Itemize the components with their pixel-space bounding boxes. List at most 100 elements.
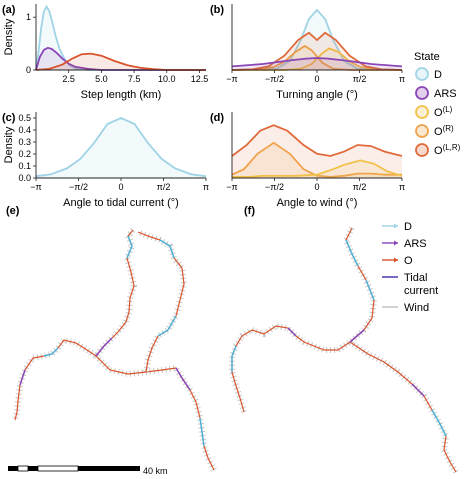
- panel-label-c: (c): [2, 112, 16, 124]
- track-e-main: [14, 229, 135, 421]
- y-tick-label: 0.5: [18, 113, 31, 123]
- series-area-ARS: [232, 58, 402, 70]
- x-tick-label: 10.0: [158, 74, 176, 84]
- scale-bar-segment: [78, 466, 140, 471]
- panel-d: −π −π/2 0 π/2 π Angle to wind (°) (d): [210, 112, 405, 209]
- x-tick-label: π: [399, 182, 405, 192]
- x-tick-label: π/2: [353, 182, 367, 192]
- legend-label-ARS: ARS: [434, 88, 457, 100]
- panel-label-b: (b): [210, 4, 224, 16]
- y-tick-label: 0.1: [18, 161, 31, 171]
- y-tick-label: 0: [26, 65, 31, 75]
- scale-bar-label: 40 km: [143, 466, 168, 476]
- track-legend-label-tidal: Tidal current: [404, 272, 438, 297]
- x-tick-label: −π: [30, 182, 41, 192]
- legend-label-OR: O(R): [434, 124, 454, 138]
- track-f-branch-wind-hatching: [348, 339, 459, 474]
- series-line-OLR: [231, 31, 403, 71]
- track-legend-label-wind: Wind: [404, 302, 429, 314]
- x-axis-label: Step length (km): [81, 89, 162, 101]
- series-line-D: [35, 4, 206, 71]
- x-tick-label: π: [203, 182, 209, 192]
- series-area-OL: [232, 160, 402, 178]
- series-area-OLR: [232, 32, 402, 70]
- x-tick-label: 12.5: [191, 74, 209, 84]
- series-line-ARS: [35, 46, 206, 71]
- panel-label-e: (e): [6, 205, 20, 217]
- x-axis-label: Angle to wind (°): [277, 197, 358, 209]
- track-f-d-segments: [231, 239, 447, 437]
- track-legend-label-D: D: [404, 221, 412, 233]
- panel-label-d: (d): [210, 112, 224, 124]
- series-line-OR: [231, 44, 402, 71]
- series-area-D: [36, 118, 206, 178]
- series-area-OLR: [232, 125, 402, 178]
- panel-b: −π −π/2 0 π/2 π Turning angle (°) (b): [210, 4, 405, 101]
- x-tick-label: 0: [118, 182, 123, 192]
- y-axis-label: Density: [3, 18, 15, 55]
- legend-swatch-OLR: [415, 143, 429, 157]
- legend-label-OLR: O(L,R): [434, 143, 461, 157]
- x-axis-label: Turning angle (°): [276, 89, 358, 101]
- series-line-OL: [232, 159, 403, 178]
- x-tick-label: 0: [314, 74, 319, 84]
- legend-swatch-ARS: [415, 86, 429, 100]
- x-axis-label: Angle to tidal current (°): [63, 197, 179, 209]
- scale-bar-segment: [28, 466, 38, 471]
- x-tick-label: −π/2: [69, 182, 88, 192]
- panel-a: 2.5 5.0 7.5 10.0 12.5 0 1 Step length (km) Densi…: [2, 4, 208, 101]
- series-area-O: [36, 53, 206, 70]
- track-e-ars-segments: [19, 337, 191, 391]
- series-line-OL: [232, 47, 403, 71]
- state-legend: State D ARS O(L) O(R) O(L,R): [414, 51, 461, 157]
- legend-swatch-D: [415, 67, 429, 81]
- track-panel-e: (e): [6, 205, 217, 472]
- series-line-OLR: [231, 124, 403, 157]
- scale-bar-segment: [8, 466, 18, 471]
- x-tick-label: 2.5: [62, 74, 75, 84]
- scale-bar-segment: [17, 465, 29, 472]
- panel-label-a: (a): [2, 4, 16, 16]
- x-tick-label: π: [399, 74, 405, 84]
- x-tick-label: −π/2: [265, 182, 284, 192]
- y-tick-label: 1: [26, 12, 31, 22]
- y-tick-label: 0.3: [18, 137, 31, 147]
- track-e-branch-wind-hatching: [93, 353, 217, 472]
- y-axis-label: Density: [3, 126, 15, 163]
- y-tick-label: 0.4: [18, 125, 31, 135]
- y-tick-label: 0.0: [18, 173, 31, 183]
- legend-label-D: D: [434, 69, 442, 81]
- track-e-upper-wind-hatching: [136, 229, 188, 373]
- x-tick-label: π/2: [353, 74, 367, 84]
- x-tick-label: 7.5: [128, 74, 141, 84]
- panel-label-f: (f): [244, 205, 255, 217]
- track-e-d-segments: [43, 235, 205, 447]
- x-tick-label: π/2: [157, 182, 171, 192]
- scale-bar: 40 km: [8, 465, 168, 476]
- track-f-ars-segments: [287, 327, 425, 397]
- legend-swatch-OR: [415, 124, 429, 138]
- track-f-branch: [349, 341, 457, 473]
- density-panels: 2.5 5.0 7.5 10.0 12.5 0 1 Step length (km) Densi…: [2, 4, 405, 209]
- series-line-O: [35, 52, 206, 71]
- track-panel-f: (f): [229, 205, 459, 474]
- track-e-wind-hatching: [12, 228, 138, 421]
- track-legend-arrow-D: [394, 223, 398, 229]
- legend-label-OL: O(L): [434, 105, 453, 119]
- series-line-D: [35, 117, 207, 178]
- track-legend-label-ARS: ARS: [404, 238, 427, 250]
- x-tick-label: 5.0: [95, 74, 108, 84]
- y-tick-label: 0.2: [18, 149, 31, 159]
- series-area-D: [36, 6, 206, 71]
- track-e-upper: [137, 231, 185, 373]
- x-tick-label: −π: [226, 74, 237, 84]
- state-legend-title: State: [414, 51, 440, 63]
- track-legend-arrow-ARS: [394, 240, 398, 246]
- series-line-OR: [231, 141, 402, 178]
- scale-bar-segment: [37, 465, 79, 472]
- panel-c: −π −π/2 0 π/2 π 0.0 0.1 0.2 0.3 0.4 0.5 Angle to ti…: [2, 112, 209, 209]
- x-tick-label: −π/2: [265, 74, 284, 84]
- x-tick-label: 0: [314, 182, 319, 192]
- track-legend-arrow-O: [394, 257, 398, 263]
